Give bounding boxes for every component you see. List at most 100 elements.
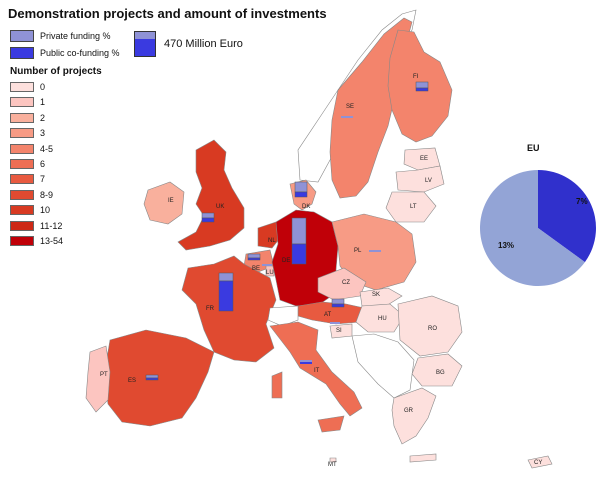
eu-pie-slice xyxy=(538,170,596,263)
country-gr-crete xyxy=(409,453,437,463)
country-pt xyxy=(85,345,111,413)
country-bg xyxy=(411,353,463,387)
projects-legend-item: 0 xyxy=(10,82,45,92)
investment-bar-lu xyxy=(262,264,272,266)
country-label-sk: SK xyxy=(372,292,380,298)
projects-legend-label: 6 xyxy=(40,159,46,169)
projects-legend-label: 11-12 xyxy=(40,220,63,231)
country-label-de: DE xyxy=(282,258,290,264)
investment-bar-at xyxy=(331,298,345,308)
country-label-mt: MT xyxy=(328,462,337,468)
country-nl xyxy=(257,221,281,249)
investment-scale-label: 470 Million Euro xyxy=(164,38,243,50)
projects-legend-item: 10 xyxy=(10,205,51,216)
country-it-sardinia xyxy=(271,371,283,399)
projects-legend-swatch xyxy=(10,174,34,185)
investment-bar-de xyxy=(291,217,307,265)
eu-pie-chart: 7% 13% xyxy=(480,170,596,286)
projects-legend-label: 2 xyxy=(40,112,46,123)
public-funding-label: Public co-funding % xyxy=(40,48,120,58)
projects-legend-label: 10 xyxy=(40,205,51,216)
projects-legend-item: 7 xyxy=(10,174,46,185)
projects-legend-item: 8-9 xyxy=(10,189,54,200)
country-label-be: BE xyxy=(252,266,260,272)
country-label-fi: FI xyxy=(413,74,419,80)
investment-bar-uk xyxy=(201,212,215,223)
country-label-gr: GR xyxy=(404,408,414,414)
country-uk xyxy=(177,139,245,251)
projects-legend-swatch xyxy=(10,128,34,139)
country-label-hu: HU xyxy=(378,316,387,322)
projects-legend-swatch xyxy=(10,220,34,231)
legend-public-funding: Public co-funding % xyxy=(10,47,120,59)
projects-legend-label: 1 xyxy=(40,97,46,108)
eu-pie-slice xyxy=(480,170,585,286)
country-label-es: ES xyxy=(128,378,136,384)
country-it-sicily xyxy=(317,415,345,433)
projects-legend-item: 13-54 xyxy=(10,236,63,246)
projects-legend-label: 7 xyxy=(40,174,46,185)
eu-pie-slice-label: 13% xyxy=(498,241,514,250)
public-funding-swatch xyxy=(10,47,34,59)
country-label-ie: IE xyxy=(168,198,174,204)
country-label-fr: FR xyxy=(206,306,215,312)
eu-pie-slice-label: 7% xyxy=(576,197,588,206)
country-lv xyxy=(395,165,445,193)
projects-legend-label: 4-5 xyxy=(40,143,54,154)
legend-private-funding: Private funding % xyxy=(10,30,111,42)
country-label-ee: EE xyxy=(420,156,428,162)
investment-bar-it xyxy=(300,360,312,364)
private-funding-swatch xyxy=(10,30,34,42)
country-ie xyxy=(143,181,185,225)
projects-legend-label: 13-54 xyxy=(40,236,64,246)
country-hu xyxy=(355,303,405,333)
projects-legend-item: 11-12 xyxy=(10,220,63,231)
country-label-uk: UK xyxy=(216,204,224,210)
country-balkans xyxy=(351,333,415,399)
country-cz xyxy=(317,267,367,301)
investment-bar-be xyxy=(247,253,261,261)
investment-bar-fi xyxy=(415,81,429,92)
investment-bar-pl xyxy=(369,250,381,252)
projects-legend-swatch xyxy=(10,143,34,154)
country-ro xyxy=(397,295,463,357)
investment-bar-si xyxy=(330,322,340,324)
country-label-cz: CZ xyxy=(342,280,350,286)
country-label-pt: PT xyxy=(100,372,108,378)
projects-legend-heading: Number of projects xyxy=(10,66,102,77)
country-mt xyxy=(329,457,337,463)
investment-scale-box xyxy=(134,31,156,57)
country-gr xyxy=(391,387,437,445)
projects-legend-label: 8-9 xyxy=(40,189,54,200)
country-it xyxy=(269,321,363,417)
projects-legend-label: 3 xyxy=(40,128,46,139)
country-lt xyxy=(385,191,437,223)
projects-legend-label: 0 xyxy=(40,82,46,92)
country-label-ro: RO xyxy=(428,326,437,332)
page-title: Demonstration projects and amount of inv… xyxy=(8,6,327,21)
country-label-dk: DK xyxy=(302,204,310,210)
country-es xyxy=(103,329,215,427)
country-label-at: AT xyxy=(324,312,332,318)
country-labels: SE FI EE LV LT IE UK DK NL BE LU DE PL CZ SK FR AT HU RO SI… xyxy=(100,74,542,468)
investment-bar-es xyxy=(145,374,159,381)
country-cy xyxy=(527,455,553,469)
private-funding-label: Private funding % xyxy=(40,31,111,41)
country-label-bg: BG xyxy=(436,370,445,376)
investment-bar-dk xyxy=(294,181,308,198)
investment-bar-se xyxy=(341,116,353,118)
projects-legend-item: 4-5 xyxy=(10,143,54,154)
country-label-lt: LT xyxy=(410,204,417,210)
projects-legend-swatch xyxy=(10,112,34,123)
projects-legend-item: 1 xyxy=(10,97,46,108)
country-label-pl: PL xyxy=(354,248,362,254)
investment-bar-fr xyxy=(218,272,234,312)
projects-legend-swatch xyxy=(10,82,34,92)
country-label-nl: NL xyxy=(268,238,276,244)
country-sk xyxy=(359,287,403,307)
projects-legend-item: 6 xyxy=(10,159,45,169)
projects-legend-swatch xyxy=(10,205,34,216)
projects-legend-item: 3 xyxy=(10,128,46,139)
